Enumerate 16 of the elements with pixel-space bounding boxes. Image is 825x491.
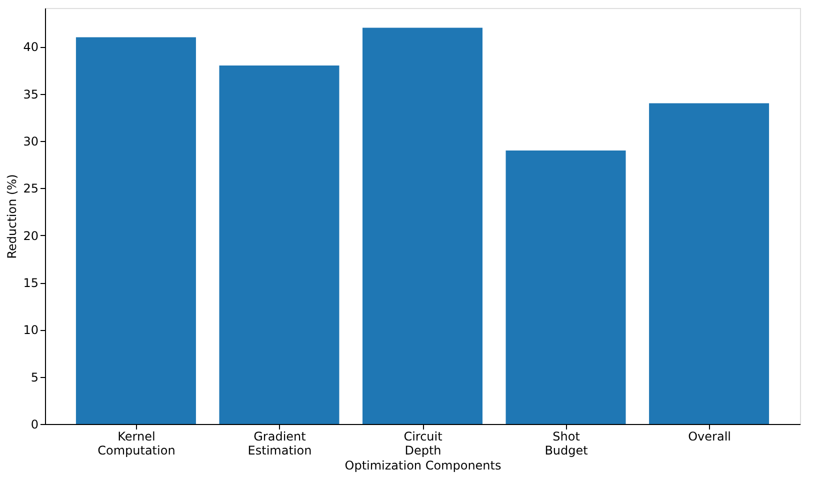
y-tick-label: 20 <box>23 228 38 243</box>
y-tick-label: 10 <box>23 323 38 338</box>
y-tick-label: 40 <box>23 40 38 54</box>
x-tick-label: Shot Budget <box>544 430 588 458</box>
x-tick-label: Gradient Estimation <box>248 430 312 458</box>
y-axis-title: Reduction (%) <box>5 174 20 259</box>
x-tick-label: Circuit Depth <box>404 430 443 458</box>
x-tick-label: Kernel Computation <box>98 430 176 458</box>
y-tick-label: 25 <box>23 182 38 196</box>
x-axis-title: Optimization Components <box>344 458 502 472</box>
y-tick-label: 5 <box>30 370 38 384</box>
y-tick-label: 0 <box>30 418 38 432</box>
y-tick-label: 15 <box>23 276 38 290</box>
x-tick-label: Overall <box>688 430 731 444</box>
y-tick-label: 30 <box>23 134 38 149</box>
y-tick-label: 35 <box>23 87 38 102</box>
